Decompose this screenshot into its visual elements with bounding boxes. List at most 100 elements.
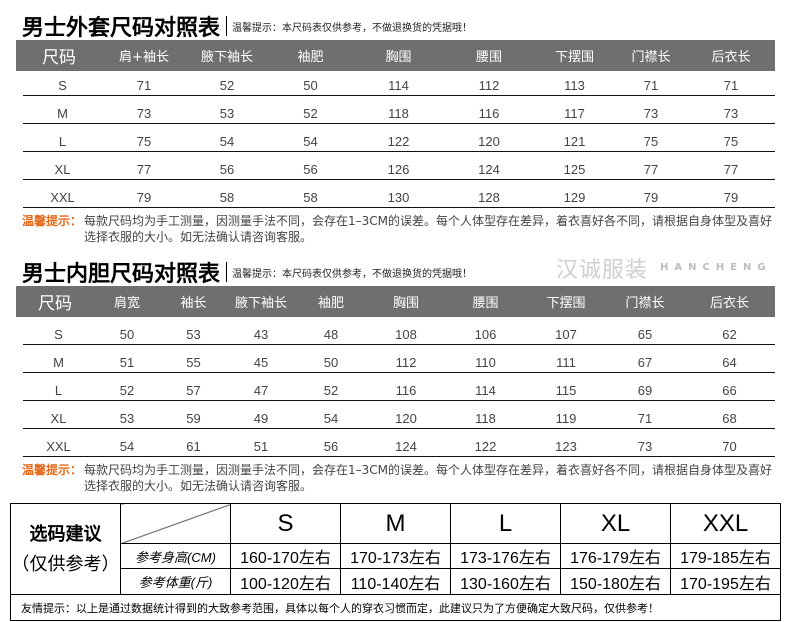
table-cell: S — [58, 78, 67, 93]
jacket-tip: 温馨提示：本尺码表仅供参考，不做退换货的凭据哦！ — [232, 22, 473, 34]
column-header: 胸围 — [385, 50, 412, 65]
table-cell: 130 — [387, 190, 410, 205]
table-cell: 53 — [119, 411, 135, 426]
table-cell: 50 — [119, 327, 135, 342]
table-cell: 66 — [722, 383, 737, 398]
table-cell: L — [54, 383, 63, 398]
table-cell: 114 — [388, 78, 409, 93]
table-cell: 70 — [722, 439, 737, 454]
table-cell: 69 — [637, 383, 653, 398]
column-header: 腋下袖长 — [200, 50, 253, 65]
table-cell: 107 — [555, 327, 577, 342]
column-header: 下摆围 — [554, 50, 594, 65]
suggestion-title: 选码建议 — [29, 524, 102, 544]
table-cell: 113 — [564, 78, 585, 93]
table-row: XXL 54 61 51 56 124 122 123 73 70 — [23, 429, 775, 457]
table-cell: 106 — [474, 327, 497, 342]
column-header: 腰围 — [472, 296, 499, 311]
table-cell: 115 — [555, 383, 577, 398]
table-cell: XXL — [50, 190, 75, 205]
height-range: 173-176左右 — [450, 543, 561, 569]
table-cell: XL — [54, 162, 71, 177]
table-cell: 58 — [303, 190, 318, 205]
column-header: 袖肥 — [297, 50, 324, 65]
table-cell: 124 — [395, 439, 417, 454]
table-cell: 56 — [219, 162, 235, 177]
table-cell: 45 — [253, 355, 269, 370]
column-header: 尺码 — [38, 294, 72, 314]
table-cell: 52 — [219, 78, 235, 93]
jacket-note-text: 每款尺码均为手工测量，因测量手法不同，会存在1–3CM的误差。每个人体型存在差异… — [84, 214, 773, 244]
table-cell: 77 — [723, 162, 739, 177]
table-cell: 67 — [637, 355, 653, 370]
table-cell: 75 — [643, 134, 659, 149]
column-header: 腋下袖长 — [234, 296, 287, 311]
table-cell: 73 — [136, 106, 152, 121]
table-cell: 79 — [136, 190, 152, 205]
column-header: 后衣长 — [709, 296, 749, 311]
table-cell: M — [57, 106, 68, 121]
table-cell: 56 — [303, 162, 318, 177]
liner-note: 温馨提示： 每款尺码均为手工测量，因测量手法不同，会存在1–3CM的误差。每个人… — [22, 462, 782, 494]
table-cell: 117 — [564, 106, 585, 121]
table-cell: 71 — [643, 78, 659, 93]
size-header: M — [340, 503, 451, 544]
divider — [226, 262, 228, 282]
table-row: M 73 53 52 118 116 117 73 73 — [23, 96, 775, 124]
table-cell: XL — [50, 411, 67, 426]
height-label: 参考身高(CM) — [120, 543, 231, 569]
weight-range: 170-195左右 — [670, 568, 781, 595]
table-cell: 73 — [637, 439, 653, 454]
table-cell: S — [54, 327, 63, 342]
table-cell: 126 — [387, 162, 410, 177]
column-header: 袖长 — [180, 296, 207, 311]
table-cell: 120 — [395, 411, 417, 426]
table-cell: 75 — [723, 134, 739, 149]
table-row: XXL 79 58 58 130 128 129 79 79 — [23, 180, 775, 208]
table-cell: 54 — [303, 134, 318, 149]
table-cell: 77 — [643, 162, 659, 177]
table-cell: 111 — [556, 355, 576, 370]
table-cell: 75 — [136, 134, 152, 149]
table-cell: 128 — [478, 190, 500, 205]
table-cell: 65 — [637, 327, 653, 342]
weight-range: 100-120左右 — [230, 568, 341, 595]
table-cell: 122 — [387, 134, 410, 149]
table-cell: 50 — [303, 78, 318, 93]
table-cell: 79 — [643, 190, 659, 205]
weight-range: 110-140左右 — [340, 568, 451, 595]
table-cell: 118 — [475, 411, 496, 426]
jacket-title-block: 男士外套尺码对照表 温馨提示：本尺码表仅供参考，不做退换货的凭据哦！ — [22, 10, 472, 42]
liner-note-label: 温馨提示： — [22, 463, 83, 477]
column-header: 肩宽 — [113, 296, 140, 311]
table-cell: 110 — [475, 355, 496, 370]
suggestion-footer: 友情提示：以上是通过数据统计得到的大致参考范围，具体以每个人的穿衣习惯而定，此建… — [10, 594, 781, 621]
table-cell: 54 — [119, 439, 135, 454]
weight-range: 130-160左右 — [450, 568, 561, 595]
table-cell: 50 — [323, 355, 339, 370]
column-header: 门襟长 — [631, 50, 671, 65]
diagonal-cell — [120, 503, 231, 544]
table-cell: 112 — [478, 78, 500, 93]
table-row: XL 77 56 56 126 124 125 77 77 — [23, 152, 775, 180]
jacket-note: 温馨提示： 每款尺码均为手工测量，因测量手法不同，会存在1–3CM的误差。每个人… — [22, 213, 782, 245]
table-cell: 118 — [388, 106, 409, 121]
table-cell: L — [58, 134, 67, 149]
table-cell: 51 — [119, 355, 135, 370]
column-header: 胸围 — [392, 296, 419, 311]
column-header: 腰围 — [475, 50, 502, 65]
table-cell: 116 — [395, 383, 417, 398]
column-header: 尺码 — [42, 48, 76, 68]
watermark-logo-en: HANCHENG — [660, 262, 772, 273]
table-cell: 108 — [395, 327, 417, 342]
table-cell: 73 — [723, 106, 739, 121]
size-suggestion-table: 选码建议 （仅供参考） S M L XL XXL 参考身高(CM) 160-170左右 1… — [10, 503, 781, 621]
table-cell: 52 — [119, 383, 135, 398]
divider — [226, 16, 228, 36]
table-row: S 71 52 50 114 112 113 71 71 — [23, 68, 775, 96]
table-cell: 79 — [723, 190, 739, 205]
table-cell: 51 — [253, 439, 269, 454]
weight-label: 参考体重(斤) — [120, 568, 231, 595]
weight-range: 150-180左右 — [560, 568, 671, 595]
table-cell: 71 — [637, 411, 653, 426]
